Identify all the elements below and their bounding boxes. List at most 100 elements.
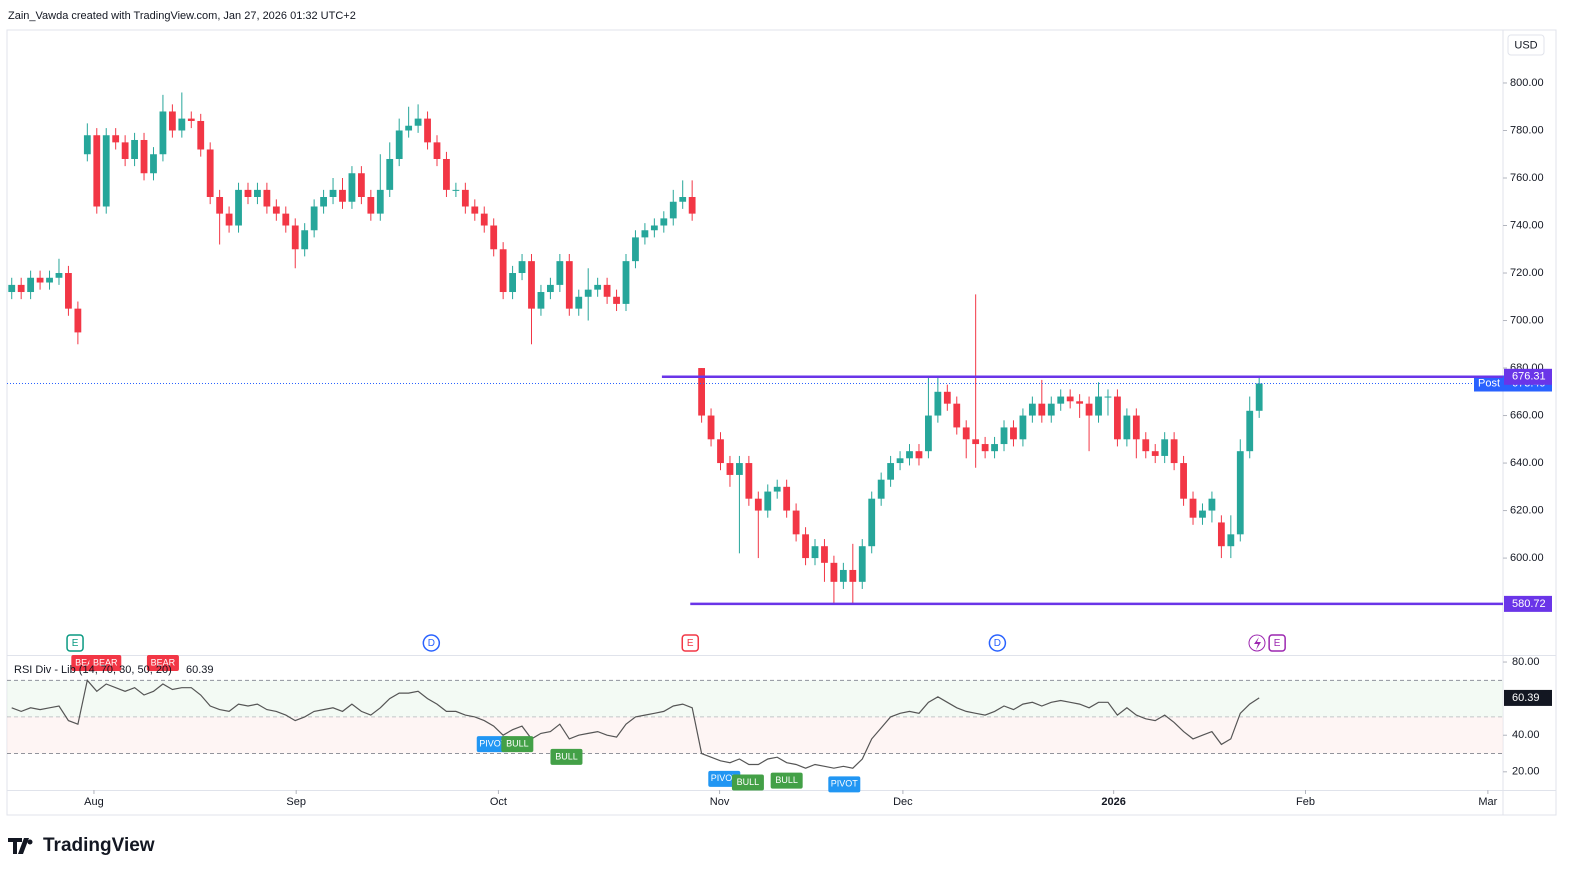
candle-body [1085, 403, 1093, 416]
event-marker [66, 634, 84, 652]
candle-body [291, 225, 299, 250]
candle-body [537, 292, 545, 309]
candle-body [357, 173, 365, 197]
y-tick-label: 80.00 [1512, 656, 1540, 668]
candle-body [783, 486, 791, 511]
currency-box[interactable] [1507, 34, 1545, 56]
candle-body [301, 230, 309, 250]
candle-body [669, 201, 677, 219]
x-tick-label: Oct [490, 796, 507, 808]
signal-tag [501, 736, 534, 753]
x-tick-label: Mar [1478, 796, 1497, 808]
candle-body [339, 189, 346, 202]
y-tick-label: 740.00 [1510, 219, 1544, 231]
signal-label: BULL [506, 738, 529, 748]
currency: USD [1514, 39, 1537, 51]
candle-body [896, 458, 904, 464]
candle-body [131, 139, 138, 159]
candle-body [811, 546, 819, 559]
y-tick-label: 640.00 [1510, 457, 1544, 469]
event-label: D [994, 638, 1001, 649]
candle-body [395, 130, 403, 159]
signal-tag [146, 655, 179, 671]
signal-tag [89, 655, 122, 671]
candle-body [83, 135, 91, 155]
y-tick-label: 40.00 [1512, 729, 1540, 741]
candle-body [632, 237, 639, 262]
signal-label: BULL [775, 775, 798, 785]
candle-body [8, 284, 16, 293]
candle-body [1255, 383, 1263, 411]
candle-body [112, 135, 120, 143]
candle-body [1199, 510, 1206, 518]
signal-label: BULL [737, 777, 760, 787]
candle-body [443, 158, 450, 190]
candle-body [565, 261, 573, 309]
candle-body [27, 277, 35, 293]
y-tick-label: 780.00 [1510, 124, 1544, 136]
logo-mark [8, 838, 29, 854]
level-label: 580.72 [1512, 598, 1546, 610]
candle-body [55, 273, 63, 278]
candle-body [509, 273, 516, 293]
candle-body [660, 218, 668, 226]
candle-body [688, 196, 696, 214]
candle-body [613, 296, 620, 304]
signal-tag [828, 776, 861, 793]
candle-body [1151, 451, 1159, 456]
rsi-value-box [1504, 689, 1552, 706]
candle-body [962, 427, 970, 440]
candle-body [792, 510, 800, 535]
signal-label: BULL [555, 751, 578, 761]
candle-body [584, 289, 592, 297]
candle-body [1123, 415, 1131, 440]
y-tick-label: 720.00 [1510, 267, 1544, 279]
x-tick-label: Dec [893, 796, 913, 808]
candle-body [717, 439, 724, 464]
candle-body [159, 111, 167, 155]
candle-body [197, 120, 205, 150]
candle-body [93, 135, 101, 207]
candle-body [424, 118, 431, 143]
candle-body [1010, 427, 1017, 440]
lightning-icon [1248, 634, 1266, 652]
candle-body [282, 213, 290, 226]
candle-body [1028, 403, 1036, 416]
logo-text: TradingView [43, 835, 155, 856]
event-label: E [687, 638, 694, 649]
signal-label: PIVOT [831, 779, 859, 789]
candle-body [1170, 439, 1178, 464]
candle-body [934, 391, 942, 416]
event-label: D [428, 638, 435, 649]
candle-body [480, 213, 488, 226]
candle-body [46, 277, 53, 283]
candle-body [1208, 498, 1216, 511]
lightning-bolt [1254, 637, 1261, 650]
candle-body [915, 451, 923, 459]
candle-body [1132, 415, 1140, 440]
candle-body [887, 463, 895, 480]
header-text: Zain_Vawda created with TradingView.com,… [8, 10, 356, 22]
candle-body [1019, 415, 1027, 440]
candle-body [1142, 439, 1150, 452]
candle-body [187, 118, 195, 121]
candle-body [74, 308, 82, 333]
signal-tag [550, 748, 583, 765]
candle-body [802, 534, 809, 559]
x-tick-label: 2026 [1101, 796, 1125, 808]
candle-body [1076, 401, 1084, 404]
event-marker [988, 634, 1007, 652]
level-box [1504, 368, 1552, 385]
candle-body [1047, 403, 1055, 416]
rsi-title: RSI Div - Lib (14, 70, 30, 50, 20) [14, 664, 172, 676]
candle-body [216, 196, 224, 214]
candle-body [168, 111, 176, 131]
candle-body [150, 154, 157, 174]
candle-body [972, 439, 980, 445]
rsi-line [11, 678, 1260, 769]
signal-tag [731, 774, 764, 791]
candle-body [528, 261, 535, 309]
candle-body [745, 463, 753, 499]
